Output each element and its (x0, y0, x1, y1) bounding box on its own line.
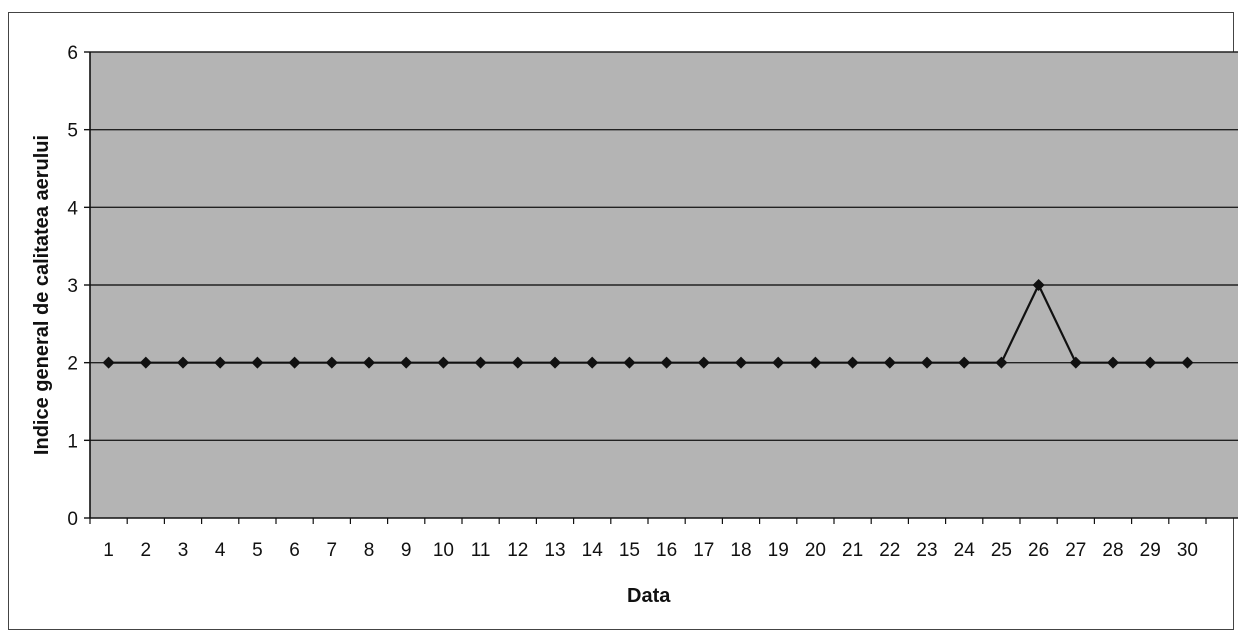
x-tick-label: 2 (141, 540, 152, 561)
x-tick-label: 22 (879, 540, 900, 561)
data-point (1069, 356, 1082, 369)
x-tick-label: 26 (1028, 540, 1049, 561)
x-tick-label: 21 (842, 540, 863, 561)
y-tick-label: 5 (67, 121, 78, 142)
data-point (883, 356, 896, 369)
x-axis: 1 2 3 4 5 6 7 8 9 10 11 12 13 14 15 16 17 18 19 20 21 22 23 24 2… (89, 517, 1238, 561)
x-tick-label: 25 (991, 540, 1012, 561)
x-tick-label: 12 (507, 540, 528, 561)
data-point (846, 356, 859, 369)
y-axis-title: Indice general de calitatea aerului (31, 135, 53, 455)
data-point (735, 356, 747, 369)
data-point (1032, 279, 1045, 291)
x-tick-label: 18 (730, 540, 751, 561)
data-point (102, 356, 115, 369)
data-point (921, 356, 933, 369)
data-point (325, 356, 338, 369)
x-tick-label: 17 (693, 540, 714, 561)
data-point (474, 356, 487, 369)
x-tick-label: 27 (1065, 540, 1086, 561)
data-point (660, 356, 673, 369)
y-tick-label: 2 (67, 354, 78, 375)
data-point (995, 356, 1008, 369)
x-tick-label: 30 (1177, 540, 1198, 561)
x-tick-label: 15 (619, 540, 640, 561)
y-tick-label: 1 (67, 431, 78, 452)
x-tick-label: 3 (178, 540, 189, 561)
x-tick-label: 13 (544, 540, 565, 561)
data-point (363, 356, 375, 369)
data-point (214, 356, 227, 369)
x-tick-label: 24 (954, 540, 976, 561)
y-tick-label: 4 (67, 198, 78, 219)
x-tick-label: 4 (215, 540, 226, 561)
data-point (288, 356, 301, 369)
x-tick-label: 20 (805, 540, 826, 561)
x-tick-label: 10 (433, 540, 454, 561)
x-tick-label: 28 (1102, 540, 1123, 561)
series-line (108, 283, 1188, 364)
data-point (1107, 356, 1119, 369)
data-point (1181, 356, 1194, 369)
data-point (772, 356, 785, 369)
x-tick-label: 1 (103, 540, 114, 561)
data-point (511, 356, 524, 369)
x-tick-label: 9 (401, 540, 412, 561)
x-tick-label: 14 (582, 540, 604, 561)
y-tick-label: 3 (67, 276, 78, 297)
x-tick-label: 19 (768, 540, 789, 561)
data-point (177, 356, 189, 369)
data-point (139, 356, 152, 369)
x-tick-label: 16 (656, 540, 677, 561)
x-tick-label: 23 (916, 540, 937, 561)
data-point (400, 356, 413, 369)
y-tick-label: 6 (67, 43, 78, 64)
y-axis: 0 1 2 3 4 5 6 (67, 43, 91, 530)
data-point (623, 356, 636, 369)
x-tick-label: 11 (471, 540, 491, 561)
y-tick-label: 0 (67, 509, 78, 530)
data-point (958, 356, 971, 369)
x-tick-label: 7 (327, 540, 338, 561)
data-point (697, 356, 710, 369)
data-point (1144, 356, 1157, 369)
x-tick-label: 8 (364, 540, 375, 561)
x-tick-label: 29 (1140, 540, 1161, 561)
x-axis-title: Data (627, 585, 671, 607)
data-point (437, 356, 450, 369)
data-point (549, 356, 561, 369)
data-point (251, 356, 264, 369)
data-point (586, 356, 599, 369)
x-tick-label: 6 (289, 540, 300, 561)
series-layer (102, 279, 1194, 369)
data-point (809, 356, 822, 369)
x-tick-label: 5 (252, 540, 263, 561)
